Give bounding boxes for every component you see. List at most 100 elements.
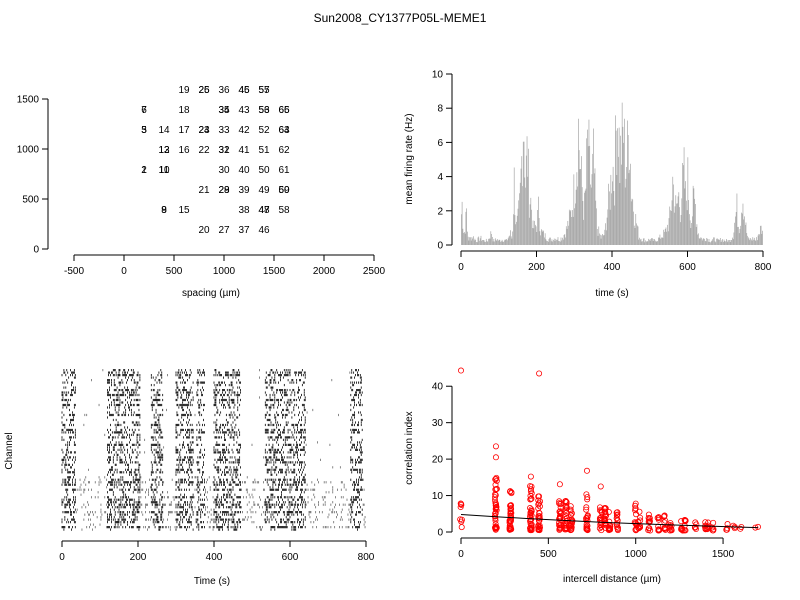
correlation-point	[724, 525, 731, 532]
correlation-point	[492, 492, 499, 499]
raster-x-tick-label: 400	[206, 552, 223, 563]
firing-rate-y-tick-label: 6	[437, 138, 443, 149]
correlation-point	[492, 517, 499, 524]
correlation-point	[605, 527, 612, 534]
correlation-point	[646, 519, 653, 526]
electrode-label: 27	[218, 225, 230, 236]
correlation-point	[491, 524, 498, 531]
electrode-label: 15	[178, 205, 190, 216]
correlation-point	[682, 527, 689, 534]
electrode-label: 34	[218, 105, 230, 116]
electrode-label: 10	[158, 165, 170, 176]
correlation-fit	[460, 514, 759, 529]
correlation-y-tick-label: 10	[432, 491, 444, 502]
electrode-layout-x-tick-label: 0	[121, 266, 127, 277]
electrode-label: 11	[159, 165, 170, 176]
correlation-point	[557, 508, 564, 515]
correlation-point	[645, 515, 652, 522]
correlation-point	[535, 523, 542, 530]
correlation-point	[613, 512, 620, 519]
correlation-point	[568, 510, 575, 517]
correlation-outlier-point	[632, 500, 639, 507]
correlation-y-tick-label: 40	[432, 382, 444, 393]
correlation-point	[535, 525, 542, 532]
correlation-point	[583, 523, 590, 530]
electrode-label: 21	[198, 185, 210, 196]
correlation-point	[605, 509, 612, 516]
correlation-x-tick-label: 500	[540, 549, 557, 560]
figure-title: Sun2008_CY1377P05L-MEME1	[314, 11, 487, 25]
correlation-point	[656, 527, 663, 534]
electrode-label: 29	[218, 185, 230, 196]
electrode-label: 65	[278, 105, 290, 116]
raster-x-label: Time (s)	[194, 576, 230, 587]
correlation-point	[613, 521, 620, 528]
correlation-point	[507, 502, 514, 509]
firing-rate-panel: 0 200 400 600 800 0 2 4 6 8 10 time (s) mean firin…	[404, 70, 772, 300]
correlation-point	[556, 522, 563, 529]
electrode-label: 22	[198, 145, 210, 156]
correlation-point	[710, 519, 717, 526]
electrode-layout-x-tick-label: 1500	[263, 266, 286, 277]
correlation-point	[567, 506, 574, 513]
electrode-label: 50	[258, 165, 270, 176]
correlation-point	[527, 512, 534, 519]
correlation-point	[583, 504, 590, 511]
correlation-outlier-point	[457, 367, 464, 374]
correlation-point	[536, 503, 543, 510]
electrode-label: 48	[258, 205, 270, 216]
firing-rate-x-label: time (s)	[595, 288, 628, 299]
electrode-layout-y-tick-label: 500	[22, 195, 39, 206]
electrode-label: 3	[141, 125, 147, 136]
correlation-point	[527, 524, 534, 531]
correlation-point	[567, 525, 574, 532]
correlation-point	[583, 491, 590, 498]
correlation-point	[635, 525, 642, 532]
firing-rate-x-tick-label: 600	[679, 262, 696, 273]
correlation-point	[493, 474, 500, 481]
electrode-label: 63	[278, 125, 290, 136]
correlation-point	[506, 517, 513, 524]
correlation-point	[655, 526, 662, 533]
electrode-label: 64	[278, 125, 290, 136]
correlation-point	[493, 525, 500, 532]
correlation-point	[678, 518, 685, 525]
electrode-layout-x-tick-label: 1000	[213, 266, 236, 277]
correlation-point	[492, 510, 499, 517]
electrode-label: 40	[238, 165, 250, 176]
correlation-point	[562, 516, 569, 523]
correlation-point	[528, 516, 535, 523]
firing-rate-x-tick-label: 0	[458, 262, 464, 273]
electrode-layout-x-tick-label: -500	[64, 266, 84, 277]
correlation-point	[457, 500, 464, 507]
electrode-label: 8	[161, 205, 167, 216]
correlation-point	[693, 526, 700, 533]
electrode-label: 9	[161, 205, 167, 216]
electrode-label: 42	[238, 125, 250, 136]
correlation-outlier-point	[556, 481, 563, 488]
electrode-label: 12	[158, 145, 170, 156]
electrode-label: 18	[178, 105, 190, 116]
electrode-label: 35	[218, 105, 230, 116]
electrode-label: 66	[278, 105, 290, 116]
raster-x-tick-label: 800	[358, 552, 375, 563]
correlation-point	[584, 494, 591, 501]
electrode-layout-y-tick-label: 1000	[17, 145, 40, 156]
correlation-point	[527, 520, 534, 527]
correlation-point	[636, 524, 643, 531]
firing-rate-y-tick-label: 10	[432, 70, 444, 81]
correlation-point	[647, 527, 654, 534]
correlation-point	[645, 511, 652, 518]
raster-y-label: Channel	[4, 432, 15, 469]
firing-rate-x-tick-label: 200	[528, 262, 545, 273]
electrode-label: 33	[218, 125, 230, 136]
correlation-point	[527, 496, 534, 503]
correlation-point	[556, 500, 563, 507]
electrode-label: 61	[278, 165, 290, 176]
correlation-point	[584, 526, 591, 533]
correlation-y-tick-label: 30	[432, 418, 444, 429]
correlation-outlier-point	[583, 467, 590, 474]
